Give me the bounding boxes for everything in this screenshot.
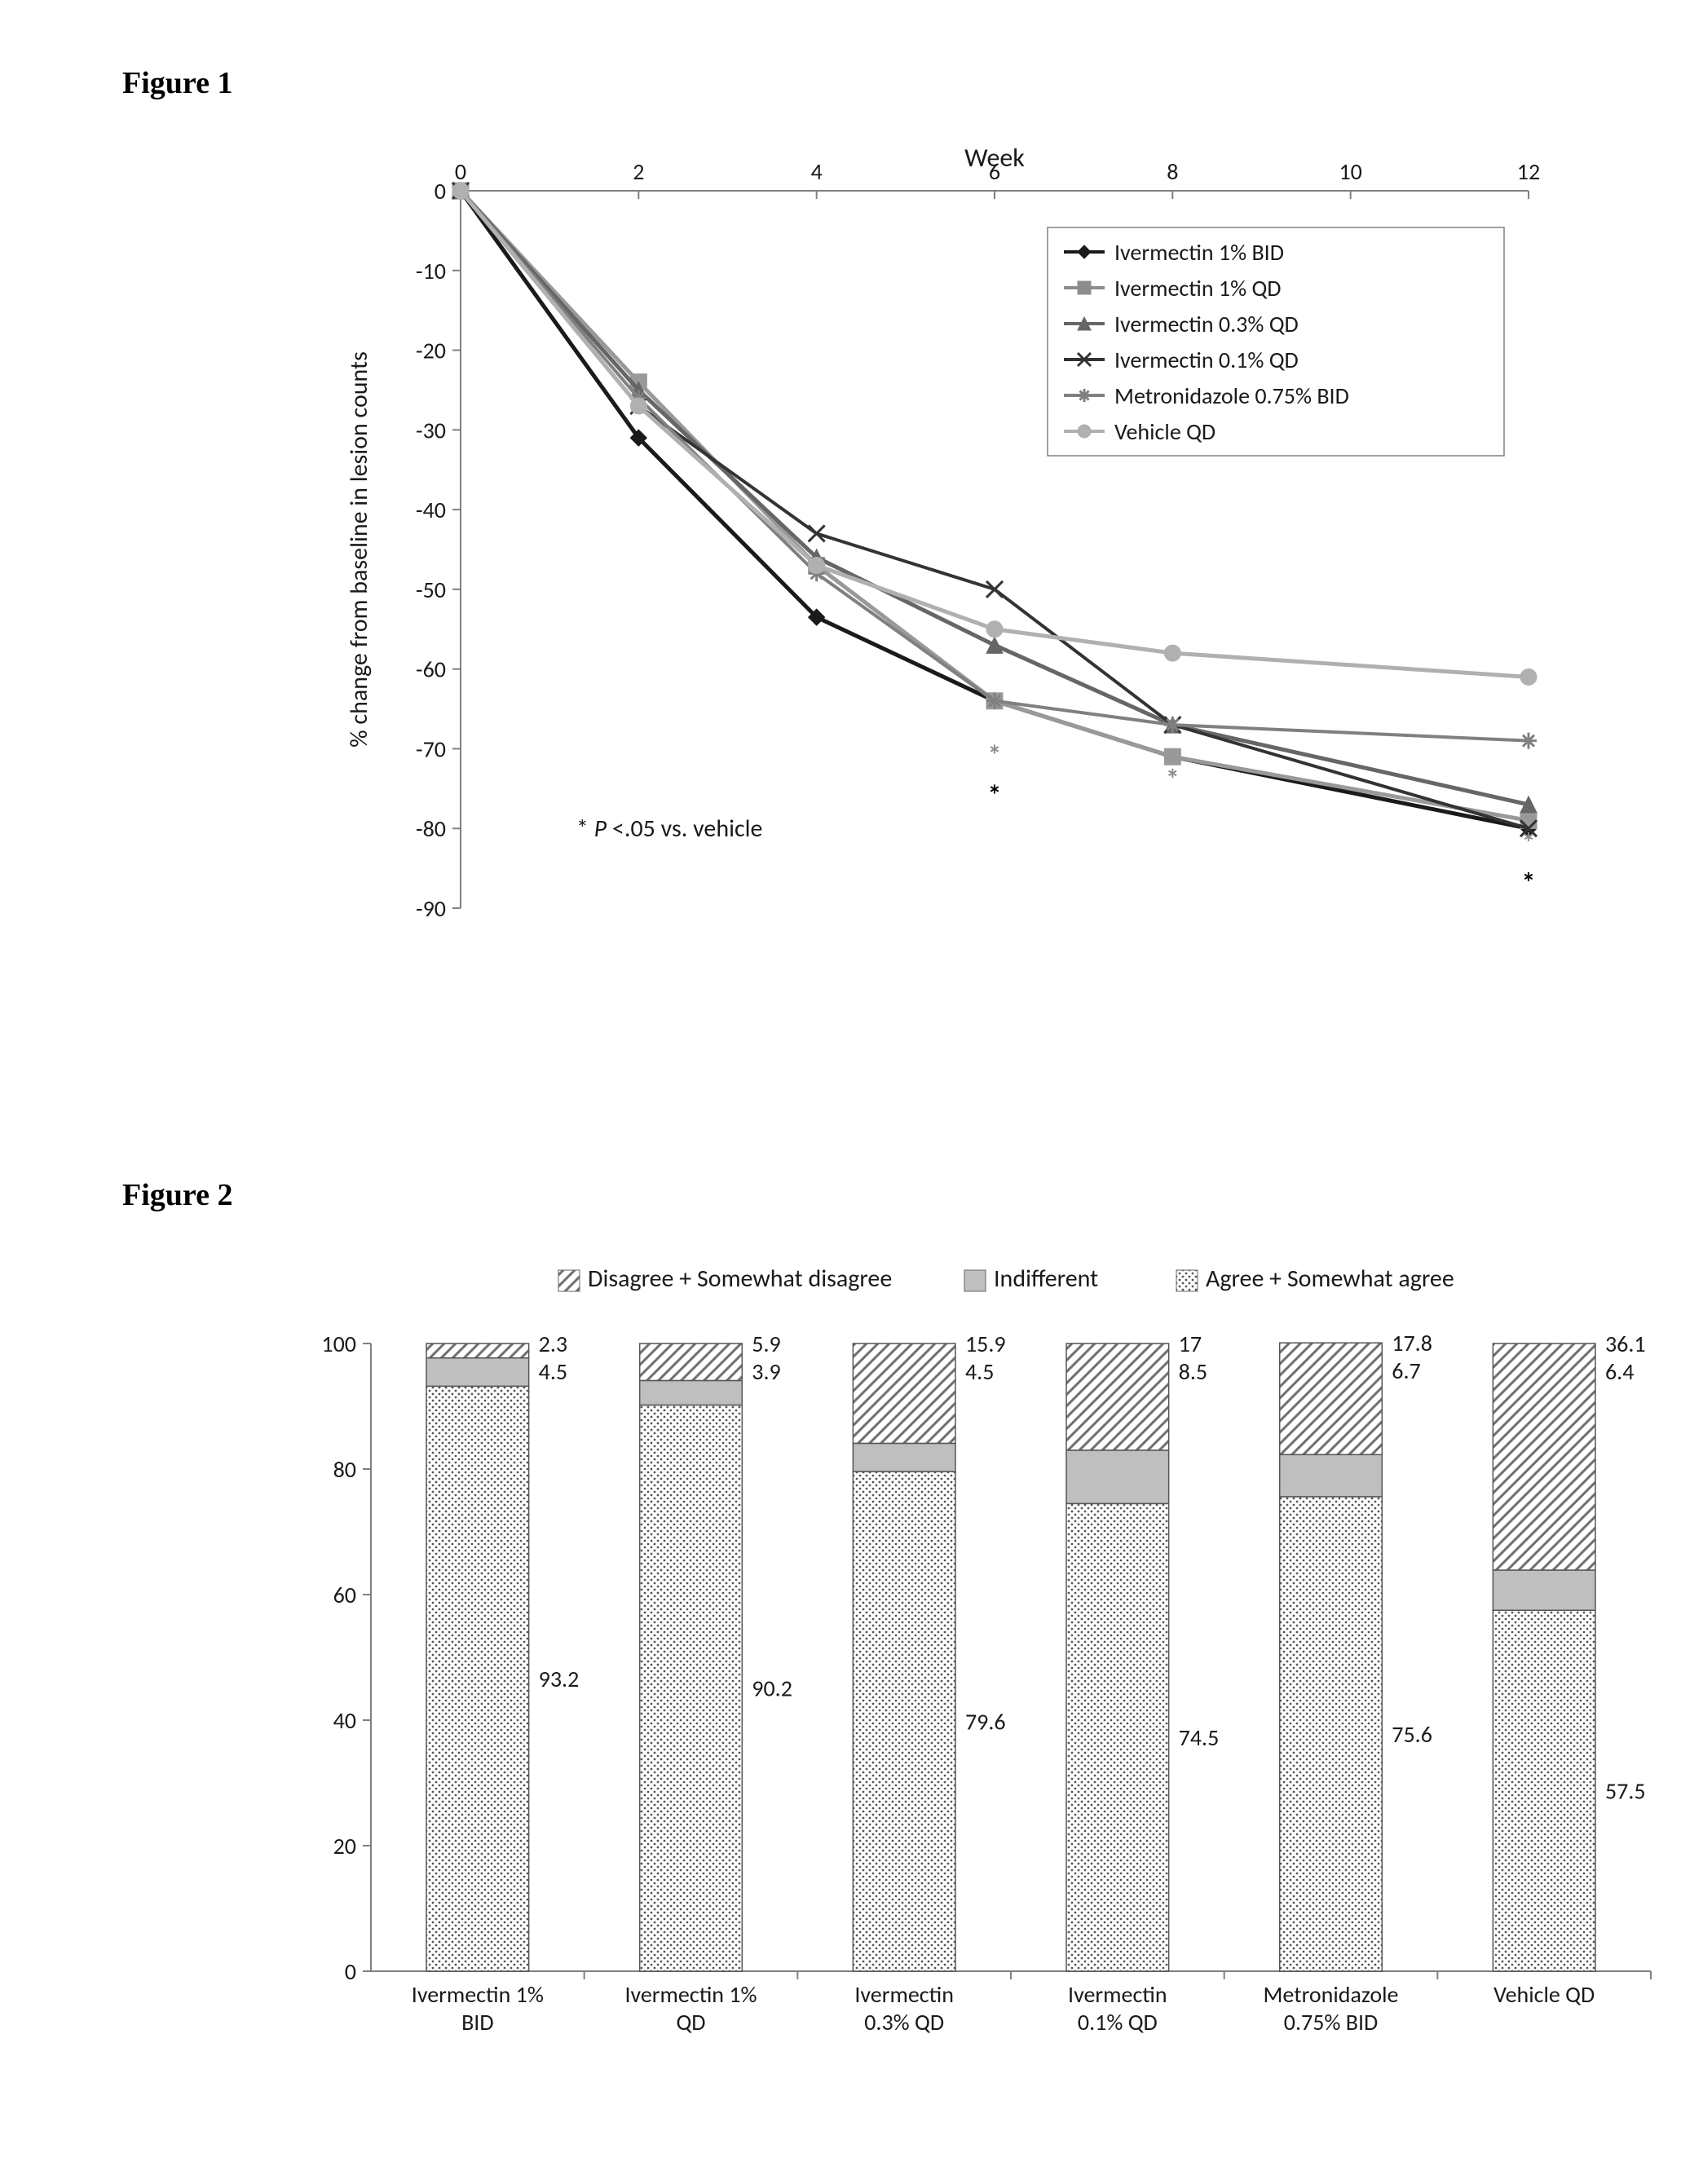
svg-text:3.9: 3.9 [752,1357,780,1386]
svg-text:6: 6 [988,157,999,186]
svg-text:0.75% BID: 0.75% BID [1283,2008,1378,2036]
svg-text:QD: QD [676,2008,705,2036]
svg-text:6.4: 6.4 [1604,1357,1633,1386]
svg-text:4: 4 [810,157,822,186]
svg-text:80: 80 [333,1455,355,1484]
svg-text:36.1: 36.1 [1604,1330,1645,1358]
svg-text:-70: -70 [416,735,446,763]
svg-text:0: 0 [434,177,445,205]
svg-text:2: 2 [633,157,644,186]
figure-2-chart: Disagree + Somewhat disagree Indifferent A… [200,1246,1504,2110]
svg-text:100: 100 [321,1330,356,1358]
svg-text:-80: -80 [416,814,446,843]
svg-text:* P <.05 vs. vehicle: * P <.05 vs. vehicle [576,814,762,844]
svg-text:0.3% QD: 0.3% QD [864,2008,944,2036]
svg-text:Metronidazole: Metronidazole [1263,1980,1398,2009]
svg-text:6.7: 6.7 [1392,1357,1420,1385]
svg-text:-90: -90 [416,894,446,923]
svg-text:BID: BID [461,2008,494,2036]
svg-text:Disagree + Somewhat disagree: Disagree + Somewhat disagree [588,1264,892,1294]
svg-text:*: * [1521,827,1535,861]
figure-1-chart: Week0246810120-10-20-30-40-50-60-70-80-9… [200,134,1504,982]
svg-text:0: 0 [344,1957,355,1986]
svg-text:-50: -50 [416,576,446,604]
svg-text:5.9: 5.9 [752,1330,780,1358]
svg-text:4.5: 4.5 [538,1357,567,1386]
svg-text:74.5: 74.5 [1178,1723,1219,1752]
svg-text:4.5: 4.5 [964,1357,993,1386]
svg-text:Ivermectin 0.1% QD: Ivermectin 0.1% QD [1114,346,1299,374]
svg-text:-20: -20 [416,337,446,365]
svg-text:2.3: 2.3 [538,1330,567,1358]
svg-text:Ivermectin: Ivermectin [854,1980,954,2009]
svg-text:17: 17 [1178,1330,1201,1358]
svg-text:*: * [1521,867,1535,900]
svg-text:Agree + Somewhat agree: Agree + Somewhat agree [1206,1264,1454,1294]
svg-text:*: * [987,739,1001,773]
svg-text:93.2: 93.2 [538,1665,579,1693]
line-chart-svg: Week0246810120-10-20-30-40-50-60-70-80-9… [200,134,1586,982]
svg-text:-40: -40 [416,496,446,524]
svg-text:90.2: 90.2 [752,1674,792,1703]
svg-text:Vehicle QD: Vehicle QD [1493,1980,1595,2009]
svg-text:Ivermectin: Ivermectin [1068,1980,1167,2009]
svg-text:8.5: 8.5 [1178,1357,1207,1386]
svg-text:17.8: 17.8 [1392,1329,1432,1357]
svg-text:Ivermectin 1% BID: Ivermectin 1% BID [1114,238,1284,267]
page: Figure 1 Week0246810120-10-20-30-40-50-6… [0,0,1703,2184]
svg-text:% change from baseline in lesi: % change from baseline in lesion counts [344,351,374,748]
svg-text:-10: -10 [416,257,446,285]
svg-text:20: 20 [333,1832,355,1860]
figure-2-title: Figure 2 [122,1177,1581,1213]
svg-text:Vehicle QD: Vehicle QD [1114,417,1215,446]
stacked-bar-chart-svg: Disagree + Somewhat disagree Indifferent A… [200,1246,1667,2110]
svg-text:*: * [1165,763,1179,796]
svg-text:10: 10 [1339,157,1361,186]
svg-text:Metronidazole 0.75% BID: Metronidazole 0.75% BID [1114,382,1349,410]
svg-text:75.6: 75.6 [1392,1720,1432,1749]
svg-text:57.5: 57.5 [1604,1777,1645,1806]
svg-text:Indifferent: Indifferent [994,1264,1098,1294]
svg-text:Ivermectin 0.3% QD: Ivermectin 0.3% QD [1114,310,1299,338]
svg-text:0: 0 [454,157,465,186]
svg-text:-60: -60 [416,655,446,684]
svg-text:8: 8 [1167,157,1178,186]
svg-text:79.6: 79.6 [964,1708,1005,1736]
svg-text:Ivermectin 1%: Ivermectin 1% [411,1980,543,2009]
svg-text:Ivermectin 1% QD: Ivermectin 1% QD [1114,274,1282,302]
svg-text:-30: -30 [416,416,446,444]
svg-text:0.1% QD: 0.1% QD [1077,2008,1157,2036]
svg-text:15.9: 15.9 [964,1330,1005,1358]
figure-1-title: Figure 1 [122,65,1581,101]
svg-text:12: 12 [1516,157,1539,186]
svg-text:Ivermectin 1%: Ivermectin 1% [624,1980,757,2009]
svg-text:40: 40 [333,1706,355,1735]
svg-text:*: * [987,779,1001,813]
svg-text:60: 60 [333,1581,355,1609]
